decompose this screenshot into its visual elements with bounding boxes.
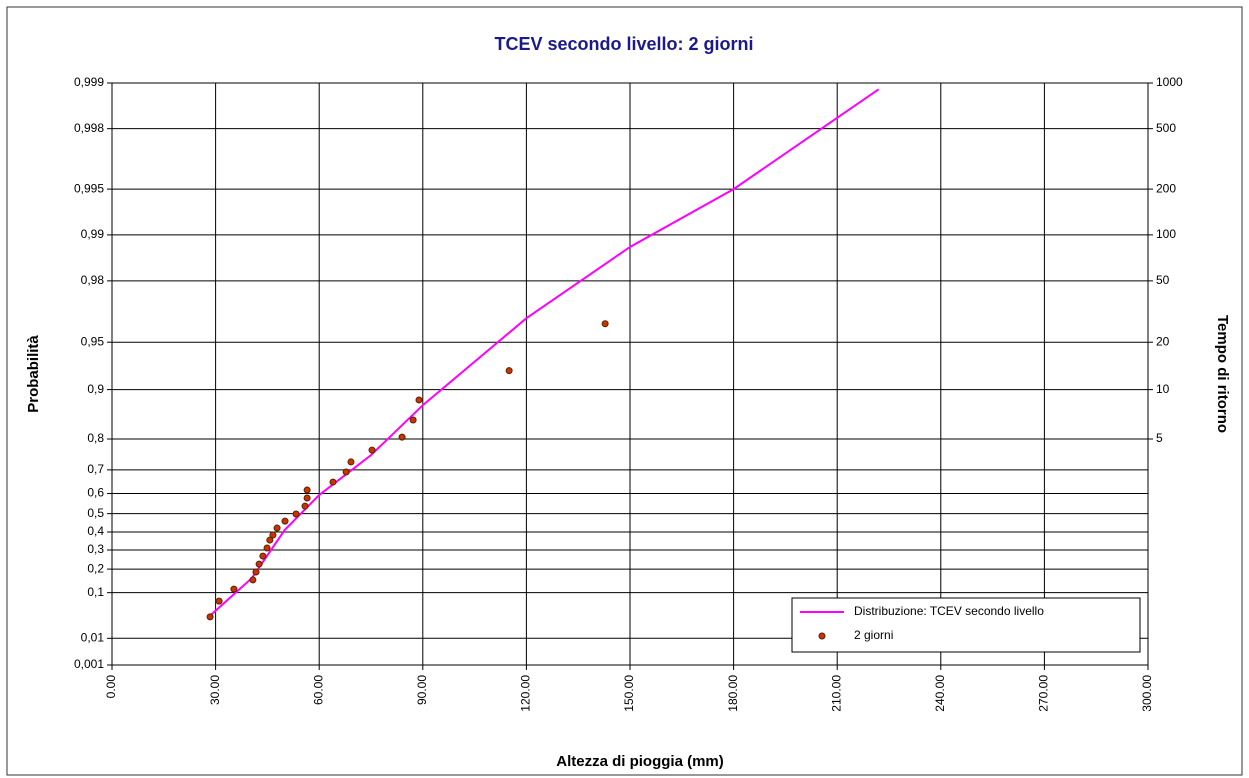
y2-tick-label: 50 [1156, 273, 1170, 287]
data-point [301, 502, 309, 510]
y-tick-label: 0,99 [81, 227, 105, 241]
data-point [342, 468, 350, 476]
tcev-curve [208, 88, 880, 618]
data-point [255, 560, 263, 568]
y-tick-label: 0,4 [87, 524, 104, 538]
y2-tick-label: 10 [1156, 382, 1170, 396]
y-axis-label: Probabilità [25, 335, 42, 413]
data-point [292, 510, 300, 518]
data-point [269, 531, 277, 539]
x-tick-label: 180.00 [726, 675, 740, 712]
data-point [281, 517, 289, 525]
y2-tick-label: 500 [1156, 121, 1176, 135]
y-tick-label: 0,6 [87, 486, 104, 500]
y-tick-label: 0,98 [81, 273, 105, 287]
data-point [368, 446, 376, 454]
data-point [329, 478, 337, 486]
data-point [266, 536, 274, 544]
data-point [206, 613, 214, 621]
data-point [303, 486, 311, 494]
data-point [263, 544, 271, 552]
y-tick-label: 0,5 [87, 506, 104, 520]
x-tick-label: 240.00 [933, 675, 947, 712]
y-tick-label: 0,95 [81, 334, 105, 348]
data-point [347, 458, 355, 466]
y-tick-label: 0,7 [87, 462, 104, 476]
x-tick-label: 60.00 [311, 675, 325, 705]
data-point [215, 597, 223, 605]
x-tick-label: 120.00 [519, 675, 533, 712]
data-point [303, 494, 311, 502]
legend-box [791, 597, 1141, 653]
chart-title: TCEV secondo livello: 2 giorni [494, 34, 753, 54]
data-point [230, 585, 238, 593]
legend-label: Distribuzione: TCEV secondo livello [854, 604, 1044, 618]
y-tick-label: 0,2 [87, 561, 104, 575]
y2-tick-label: 200 [1156, 181, 1176, 195]
y-tick-label: 0,8 [87, 431, 104, 445]
data-point [273, 524, 281, 532]
y2-tick-label: 5 [1156, 431, 1163, 445]
plot-border [111, 82, 1149, 666]
x-tick-label: 270.00 [1037, 675, 1051, 712]
y2-tick-label: 1000 [1156, 75, 1183, 89]
y-tick-label: 0,001 [74, 657, 104, 671]
x-tick-label: 300.00 [1140, 675, 1154, 712]
x-axis-label: Altezza di pioggia (mm) [556, 753, 724, 770]
x-tick-label: 30.00 [208, 675, 222, 705]
y-tick-label: 0,1 [87, 585, 104, 599]
data-point [398, 433, 406, 441]
y-tick-label: 0,995 [74, 181, 104, 195]
y2-tick-label: 100 [1156, 227, 1176, 241]
x-tick-label: 210.00 [829, 675, 843, 712]
y-tick-label: 0,999 [74, 75, 104, 89]
data-point [415, 396, 423, 404]
data-point [252, 568, 260, 576]
x-tick-label: 0.00 [104, 675, 118, 699]
data-point [601, 320, 609, 328]
data-point [505, 367, 513, 375]
x-tick-label: 150.00 [622, 675, 636, 712]
legend-label: 2 giorni [854, 628, 893, 642]
y-tick-label: 0,998 [74, 121, 104, 135]
x-tick-label: 90.00 [415, 675, 429, 705]
y-tick-label: 0,3 [87, 542, 104, 556]
data-point [409, 416, 417, 424]
y2-tick-label: 20 [1156, 334, 1170, 348]
y2-axis-label: Tempo di ritorno [1214, 315, 1231, 433]
legend-marker [818, 632, 826, 640]
y-tick-label: 0,01 [81, 630, 105, 644]
y-tick-label: 0,9 [87, 382, 104, 396]
data-point [259, 552, 267, 560]
data-point [249, 576, 257, 584]
